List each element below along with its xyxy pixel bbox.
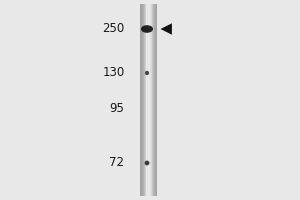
Ellipse shape (145, 71, 149, 75)
Bar (146, 4, 147, 196)
Bar (151, 4, 152, 196)
Bar (153, 4, 154, 196)
Ellipse shape (145, 161, 149, 165)
Bar (154, 4, 155, 196)
Bar (142, 4, 143, 196)
Ellipse shape (141, 25, 153, 33)
Bar (150, 4, 151, 196)
Bar (141, 4, 142, 196)
Bar (140, 4, 141, 196)
Text: 250: 250 (102, 22, 124, 36)
Polygon shape (160, 23, 172, 35)
Bar (143, 4, 144, 196)
Bar (152, 4, 153, 196)
Bar (148, 4, 149, 196)
Text: 130: 130 (102, 66, 124, 79)
Bar (149, 4, 150, 196)
Bar (144, 4, 145, 196)
Bar (156, 4, 157, 196)
Bar (155, 4, 156, 196)
Bar (145, 4, 146, 196)
Bar (147, 4, 148, 196)
Text: 72: 72 (110, 156, 124, 170)
Text: 95: 95 (110, 102, 124, 116)
